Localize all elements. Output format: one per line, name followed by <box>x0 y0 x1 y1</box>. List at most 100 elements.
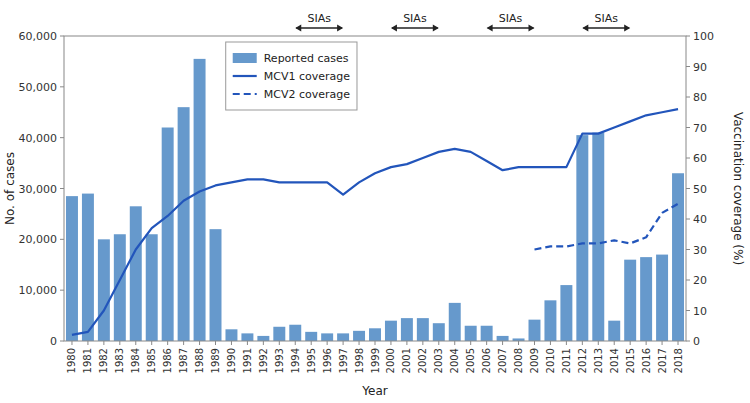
x-tick <box>598 341 599 345</box>
bar <box>497 336 509 341</box>
bar <box>672 173 684 341</box>
x-tick-label: 1997 <box>338 348 349 373</box>
y2-tick-label: 70 <box>693 122 707 135</box>
x-tick <box>343 341 344 345</box>
y2-tick-label: 40 <box>693 213 707 226</box>
x-tick <box>231 341 232 345</box>
y2-tick <box>686 280 690 281</box>
y-tick <box>60 188 64 189</box>
y2-tick-label: 60 <box>693 152 707 165</box>
bar <box>337 333 349 341</box>
annotation-arrow <box>391 25 439 32</box>
y2-tick-label: 10 <box>693 305 707 318</box>
x-tick-label: 1986 <box>162 348 173 373</box>
x-tick-label: 1983 <box>114 348 125 373</box>
x-tick <box>470 341 471 345</box>
bar <box>529 320 541 341</box>
x-tick <box>518 341 519 345</box>
x-tick <box>311 341 312 345</box>
x-tick <box>215 341 216 345</box>
x-tick-label: 2013 <box>593 348 604 373</box>
x-tick-label: 2017 <box>657 348 668 373</box>
y-tick-label: 40,000 <box>19 132 58 145</box>
y2-tick-label: 0 <box>693 335 700 348</box>
x-tick-label: 1980 <box>66 348 77 373</box>
y-tick-label: 10,000 <box>19 284 58 297</box>
bar <box>624 260 636 341</box>
y-tick <box>60 86 64 87</box>
legend-label: MCV2 coverage <box>264 88 350 101</box>
x-tick-label: 1998 <box>354 348 365 373</box>
x-tick-label: 1984 <box>130 348 141 373</box>
x-tick-label: 1989 <box>210 348 221 373</box>
x-tick <box>662 341 663 345</box>
x-tick-label: 2007 <box>497 348 508 373</box>
bar <box>225 329 237 341</box>
x-tick <box>390 341 391 345</box>
line <box>72 109 678 335</box>
bar <box>241 333 253 341</box>
bar <box>257 336 269 341</box>
x-tick-label: 1985 <box>146 348 157 373</box>
x-tick-label: 2009 <box>529 348 540 373</box>
x-tick-label: 1999 <box>370 348 381 373</box>
plot-area <box>66 59 684 341</box>
x-tick-label: 1992 <box>258 348 269 373</box>
bar <box>98 239 110 341</box>
x-tick-label: 1991 <box>242 348 253 373</box>
x-tick <box>263 341 264 345</box>
x-tick <box>438 341 439 345</box>
bar <box>656 255 668 341</box>
y2-tick <box>686 127 690 128</box>
legend-box <box>226 42 357 110</box>
x-tick <box>87 341 88 345</box>
annotation-arrow <box>582 25 630 32</box>
x-tick <box>135 341 136 345</box>
x-tick-label: 1996 <box>322 348 333 373</box>
bar <box>289 325 301 341</box>
bar <box>210 229 222 341</box>
x-tick <box>566 341 567 345</box>
x-tick-label: 2002 <box>417 348 428 373</box>
y2-tick <box>686 249 690 250</box>
x-tick <box>630 341 631 345</box>
x-tick <box>486 341 487 345</box>
y2-tick <box>686 97 690 98</box>
y2-tick-label: 20 <box>693 274 707 287</box>
x-tick-label: 2016 <box>641 348 652 373</box>
x-tick-label: 1994 <box>290 348 301 373</box>
y-tick-label: 60,000 <box>19 30 58 43</box>
x-tick-label: 2010 <box>545 348 556 373</box>
y-tick-label: 50,000 <box>19 81 58 94</box>
x-tick <box>422 341 423 345</box>
bar <box>321 333 333 341</box>
x-tick-label: 1982 <box>98 348 109 373</box>
arrow-head <box>582 25 588 32</box>
x-tick-label: 1993 <box>274 348 285 373</box>
x-tick-label: 2000 <box>385 348 396 373</box>
bar <box>162 128 174 342</box>
x-tick <box>502 341 503 345</box>
bar <box>417 318 429 341</box>
annotation-text: SIAs <box>403 12 427 25</box>
y2-tick <box>686 158 690 159</box>
arrow-head <box>487 25 493 32</box>
y2-tick <box>686 188 690 189</box>
x-tick <box>359 341 360 345</box>
legend: Reported casesMCV1 coverageMCV2 coverage <box>226 42 357 110</box>
bar <box>544 300 556 341</box>
bar <box>640 257 652 341</box>
legend-label: MCV1 coverage <box>264 70 350 83</box>
x-tick <box>646 341 647 345</box>
y-tick <box>60 290 64 291</box>
bar <box>608 321 620 341</box>
x-tick-label: 2005 <box>465 348 476 373</box>
plot-frame <box>64 36 686 341</box>
x-tick-label: 2006 <box>481 348 492 373</box>
x-tick <box>295 341 296 345</box>
bar <box>369 328 381 341</box>
arrow-shaft <box>296 27 342 29</box>
x-tick-label: 1981 <box>82 348 93 373</box>
x-tick <box>678 341 679 345</box>
arrow-shaft <box>488 27 534 29</box>
